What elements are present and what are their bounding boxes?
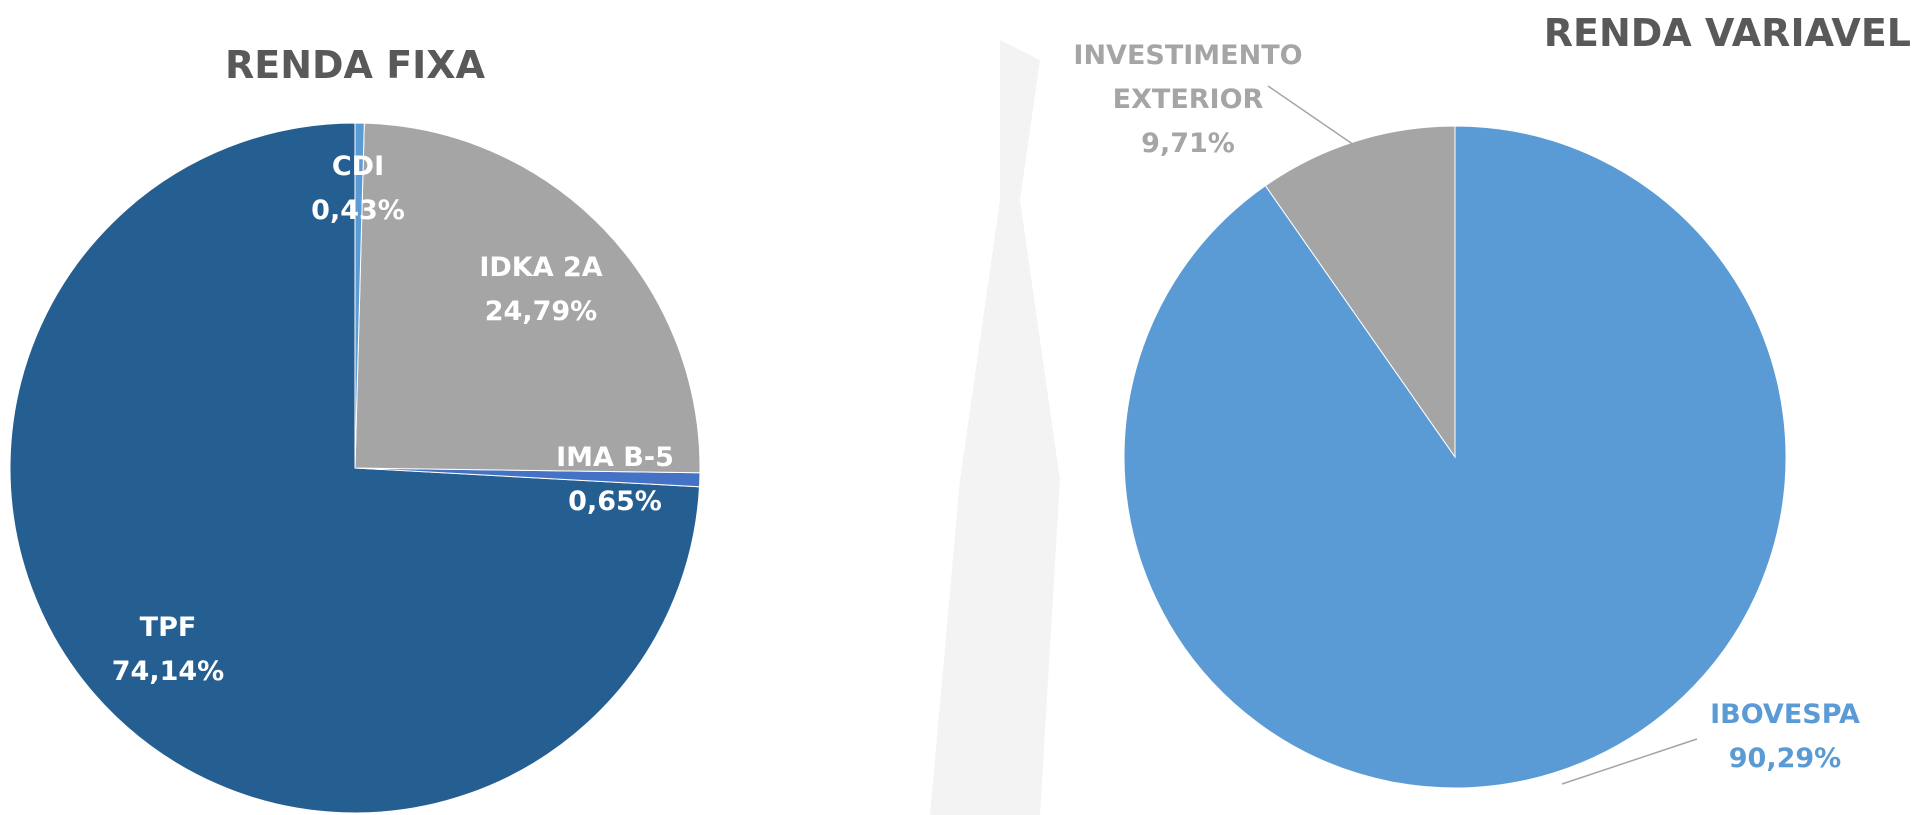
background-logo [930,40,1060,815]
value-label: 90,29% [1728,743,1842,774]
category-label: IMA B-5 [556,442,674,473]
pie-slice [354,122,701,474]
pie-slice [1264,125,1456,459]
value-label: 0,43% [311,195,405,226]
pie-slice [1123,125,1787,789]
value-label: 0,65% [568,486,662,517]
category-label: TPF [139,612,197,643]
leader-line [1561,738,1698,785]
value-label: 24,79% [484,296,598,327]
category-label: INVESTIMENTO EXTERIOR [1073,40,1303,115]
leader-line [1267,85,1355,146]
data-label: IMA B-5 0,65% [556,436,674,524]
pie-slice [354,122,365,469]
data-label: INVESTIMENTO EXTERIOR 9,71% [1058,34,1318,166]
data-label: TPF 74,14% [112,606,224,694]
chart-title: RENDA FIXA [224,43,486,87]
category-label: CDI [331,151,385,182]
value-label: 9,71% [1141,128,1235,159]
data-label: CDI 0,43% [311,145,405,233]
category-label: IBOVESPA [1710,699,1860,730]
value-label: 74,14% [111,656,225,687]
chart-title: RENDA VARIAVEL [1543,11,1911,55]
data-label: IBOVESPA 90,29% [1710,693,1860,781]
data-label: IDKA 2A 24,79% [479,246,602,334]
category-label: IDKA 2A [479,252,603,283]
